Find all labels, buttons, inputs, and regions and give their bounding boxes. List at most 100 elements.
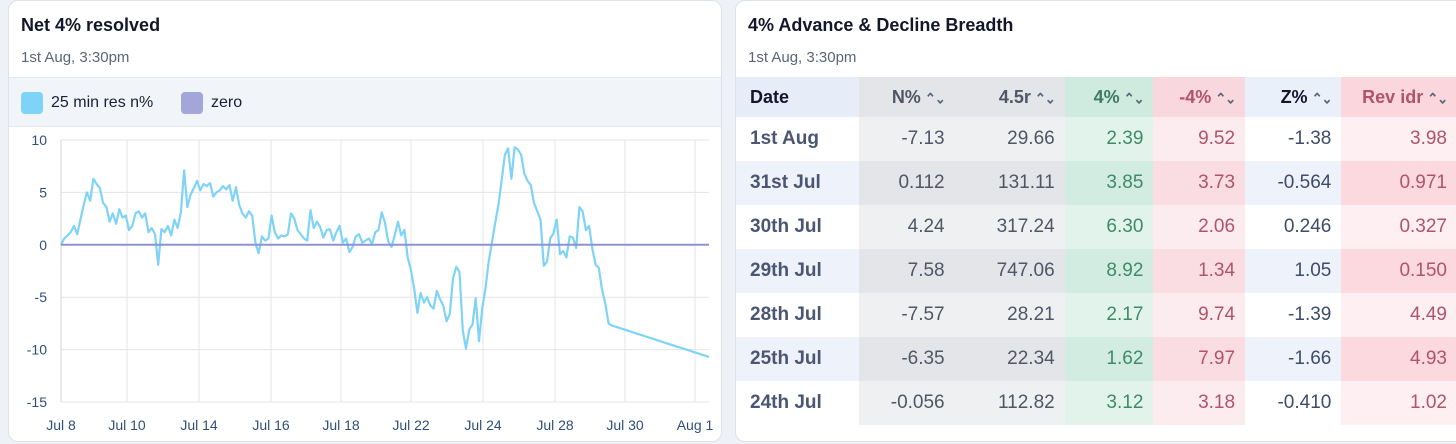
legend-label-zero: zero (211, 94, 242, 112)
cell-rev-idr: 4.49 (1341, 293, 1456, 337)
x-tick-label: Jul 16 (252, 417, 290, 433)
cell-decline: 3.73 (1153, 161, 1245, 205)
cell-date: 1st Aug (736, 117, 859, 161)
cell-z-pct: 1.05 (1245, 249, 1341, 293)
cell-n-pct: -0.056 (859, 381, 955, 425)
cell-advance: 3.85 (1065, 161, 1154, 205)
y-tick-label: -15 (27, 394, 47, 410)
cell-4-5r: 29.66 (955, 117, 1065, 161)
cell-decline: 9.74 (1153, 293, 1245, 337)
cell-date: 31st Jul (736, 161, 859, 205)
chart-timestamp: 1st Aug, 3:30pm (21, 49, 129, 66)
column-header-4-5r[interactable]: 4.5r ⌃⌄ (955, 77, 1065, 117)
sort-icon[interactable]: ⌃⌄ (1124, 90, 1144, 108)
cell-n-pct: -7.57 (859, 293, 955, 337)
cell-rev-idr: 3.98 (1341, 117, 1456, 161)
cell-decline: 7.97 (1153, 337, 1245, 381)
sort-icon[interactable]: ⌃⌄ (1035, 90, 1055, 108)
table-header-row: Date N% ⌃⌄ 4.5r ⌃⌄ 4% ⌃⌄ -4% ⌃⌄ Z% ⌃⌄ Rev idr… (736, 77, 1456, 117)
table-timestamp: 1st Aug, 3:30pm (748, 49, 856, 66)
cell-advance: 2.17 (1065, 293, 1154, 337)
cell-decline: 2.06 (1153, 205, 1245, 249)
cell-rev-idr: 1.02 (1341, 381, 1456, 425)
table-row: 31st Jul 0.112 131.11 3.85 3.73 -0.564 0… (736, 161, 1456, 205)
cell-z-pct: -1.39 (1245, 293, 1341, 337)
chart-title: Net 4% resolved (21, 15, 160, 36)
cell-4-5r: 28.21 (955, 293, 1065, 337)
x-tick-label: Jul 18 (322, 417, 360, 433)
column-header-decline[interactable]: -4% ⌃⌄ (1153, 77, 1245, 117)
cell-rev-idr: 0.327 (1341, 205, 1456, 249)
table-row: 25th Jul -6.35 22.34 1.62 7.97 -1.66 4.9… (736, 337, 1456, 381)
cell-advance: 1.62 (1065, 337, 1154, 381)
table-title: 4% Advance & Decline Breadth (748, 15, 1013, 36)
cell-n-pct: 4.24 (859, 205, 955, 249)
chart-axes: 10 5 0 -5 -10 -15 Jul 8 Jul 10 Jul 14 Jul 16 Jul 1… (27, 132, 714, 433)
cell-decline: 9.52 (1153, 117, 1245, 161)
x-tick-label: Jul 10 (108, 417, 146, 433)
y-tick-label: 10 (31, 132, 47, 148)
sort-icon[interactable]: ⌃⌄ (925, 90, 945, 108)
cell-advance: 3.12 (1065, 381, 1154, 425)
legend-swatch-series (21, 92, 43, 114)
cell-z-pct: -0.564 (1245, 161, 1341, 205)
sort-icon[interactable]: ⌃⌄ (1427, 90, 1447, 108)
sort-icon[interactable]: ⌃⌄ (1215, 90, 1235, 108)
cell-date: 25th Jul (736, 337, 859, 381)
chart-series (61, 147, 709, 357)
table-row: 29th Jul 7.58 747.06 8.92 1.34 1.05 0.15… (736, 249, 1456, 293)
legend-swatch-zero (181, 92, 203, 114)
column-header-date[interactable]: Date (736, 77, 859, 117)
table-row: 30th Jul 4.24 317.24 6.30 2.06 0.246 0.3… (736, 205, 1456, 249)
y-tick-label: 5 (39, 184, 47, 200)
cell-date: 29th Jul (736, 249, 859, 293)
x-tick-label: Jul 24 (464, 417, 502, 433)
cell-rev-idr: 0.150 (1341, 249, 1456, 293)
cell-z-pct: -1.38 (1245, 117, 1341, 161)
cell-n-pct: -7.13 (859, 117, 955, 161)
cell-date: 24th Jul (736, 381, 859, 425)
net-resolved-card: Net 4% resolved 1st Aug, 3:30pm 25 min r… (8, 0, 722, 442)
cell-4-5r: 747.06 (955, 249, 1065, 293)
table-row: 28th Jul -7.57 28.21 2.17 9.74 -1.39 4.4… (736, 293, 1456, 337)
chart-grid (61, 140, 709, 402)
breadth-table: Date N% ⌃⌄ 4.5r ⌃⌄ 4% ⌃⌄ -4% ⌃⌄ Z% ⌃⌄ Rev idr… (736, 77, 1456, 425)
cell-z-pct: 0.246 (1245, 205, 1341, 249)
cell-decline: 1.34 (1153, 249, 1245, 293)
cell-4-5r: 131.11 (955, 161, 1065, 205)
cell-rev-idr: 4.93 (1341, 337, 1456, 381)
y-tick-label: -10 (27, 342, 47, 358)
cell-rev-idr: 0.971 (1341, 161, 1456, 205)
x-tick-label: Jul 28 (536, 417, 574, 433)
table-row: 1st Aug -7.13 29.66 2.39 9.52 -1.38 3.98 (736, 117, 1456, 161)
cell-date: 30th Jul (736, 205, 859, 249)
cell-z-pct: -0.410 (1245, 381, 1341, 425)
cell-4-5r: 22.34 (955, 337, 1065, 381)
cell-decline: 3.18 (1153, 381, 1245, 425)
table-row: 24th Jul -0.056 112.82 3.12 3.18 -0.410 … (736, 381, 1456, 425)
x-tick-label: Jul 22 (392, 417, 430, 433)
column-header-advance[interactable]: 4% ⌃⌄ (1065, 77, 1154, 117)
x-tick-label: Jul 14 (180, 417, 218, 433)
legend-label-series: 25 min res n% (51, 94, 153, 112)
legend-item-series[interactable]: 25 min res n% (21, 92, 153, 114)
column-header-z-pct[interactable]: Z% ⌃⌄ (1245, 77, 1341, 117)
cell-advance: 2.39 (1065, 117, 1154, 161)
column-header-rev-idr[interactable]: Rev idr ⌃⌄ (1341, 77, 1456, 117)
cell-date: 28th Jul (736, 293, 859, 337)
y-tick-label: 0 (39, 237, 47, 253)
x-tick-label: Jul 30 (606, 417, 644, 433)
cell-n-pct: 7.58 (859, 249, 955, 293)
cell-n-pct: -6.35 (859, 337, 955, 381)
y-tick-label: -5 (35, 289, 48, 305)
column-header-n-pct[interactable]: N% ⌃⌄ (859, 77, 955, 117)
series-line-25min (61, 147, 709, 357)
legend-item-zero[interactable]: zero (181, 92, 242, 114)
chart-legend: 25 min res n% zero (9, 77, 721, 127)
line-chart: 10 5 0 -5 -10 -15 Jul 8 Jul 10 Jul 14 Jul 16 Jul 1… (9, 126, 721, 440)
cell-n-pct: 0.112 (859, 161, 955, 205)
x-tick-label: Aug 1 (677, 417, 714, 433)
cell-4-5r: 112.82 (955, 381, 1065, 425)
sort-icon[interactable]: ⌃⌄ (1312, 90, 1332, 108)
cell-z-pct: -1.66 (1245, 337, 1341, 381)
